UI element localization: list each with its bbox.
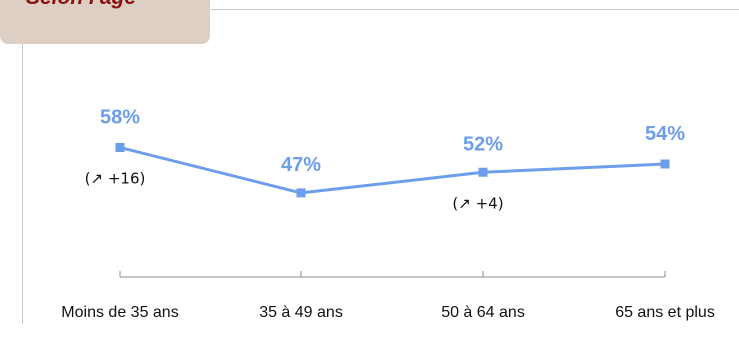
- x-tick-label: Moins de 35 ans: [61, 304, 178, 321]
- title-tab: Selon l'âge: [0, 0, 210, 44]
- top-divider: [210, 9, 739, 10]
- left-divider: [22, 44, 23, 324]
- data-label: 54%: [645, 123, 685, 145]
- data-point: [478, 167, 488, 177]
- change-annotation: (↗ +4): [452, 194, 503, 212]
- data-label: 58%: [100, 107, 140, 129]
- data-point: [660, 159, 670, 169]
- series-line: [119, 146, 666, 195]
- page-title: Selon l'âge: [26, 0, 136, 10]
- data-label: 52%: [463, 133, 503, 155]
- data-point: [296, 188, 306, 198]
- x-tick-label: 65 ans et plus: [615, 304, 715, 321]
- x-tick-label: 35 à 49 ans: [259, 304, 343, 321]
- change-annotation: (↗ +16): [85, 170, 146, 188]
- data-point: [115, 143, 125, 152]
- x-tick-label: 50 à 64 ans: [441, 304, 525, 321]
- data-label: 47%: [281, 154, 321, 176]
